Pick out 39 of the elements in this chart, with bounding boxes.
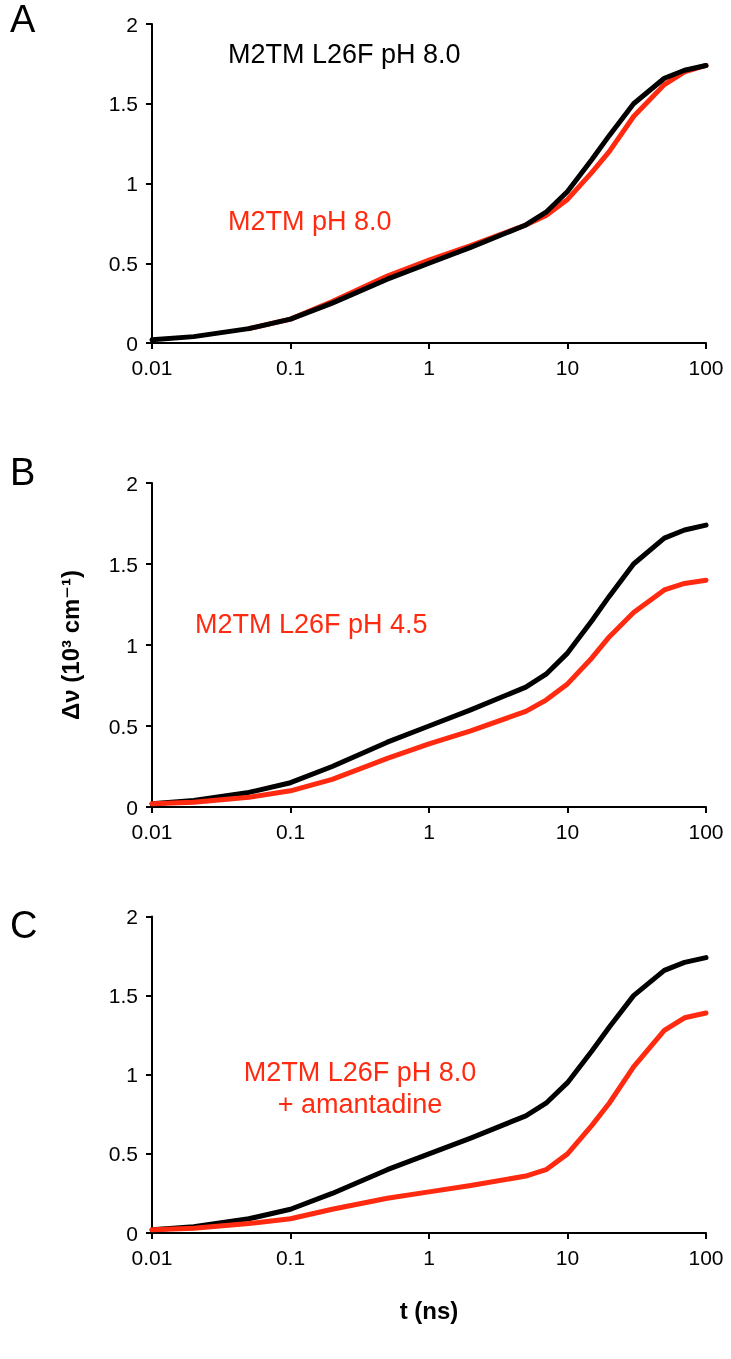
y-tick-label: 1.5 (108, 92, 138, 116)
y-tick-label: 0.5 (108, 251, 138, 275)
y-tick-label: 0 (126, 795, 138, 819)
x-tick-label: 10 (555, 356, 580, 379)
y-axis-title: Δν (10³ cm⁻¹) (56, 570, 84, 720)
text: M2TM L26F pH 8.0 + amantadine (243, 1057, 477, 1119)
chart-title: A (10, 0, 36, 40)
x-tick-label: 0.01 (131, 820, 173, 843)
x-tick-label: 100 (688, 820, 724, 843)
x-tick-label: 10 (555, 1246, 580, 1269)
y-tick-label: 1.5 (108, 984, 138, 1008)
x-tick-label: 0.01 (131, 356, 173, 379)
y-tick-label: 2 (126, 471, 138, 495)
text: M2TM L26F pH 8.0 (228, 39, 461, 69)
y-tick-label: 1 (126, 1063, 138, 1087)
x-tick-label: 0.1 (275, 356, 306, 379)
x-tick-label: 1 (423, 820, 435, 843)
y-tick-label: 1.5 (108, 552, 138, 576)
x-axis-title: t (ns) (399, 1296, 459, 1324)
x-tick-label: 0.1 (275, 1246, 306, 1269)
series-label: M2TM pH 8.0 (228, 206, 392, 236)
y-tick-label: 0 (126, 331, 138, 355)
text: M2TM L26F pH 4.5 (195, 609, 428, 639)
x-tick-label: 10 (555, 820, 580, 843)
y-tick-label: 0.5 (108, 1142, 138, 1166)
y-tick-label: 2 (126, 12, 138, 36)
y-tick-label: 0 (126, 1221, 138, 1245)
y-tick-label: 2 (126, 905, 138, 928)
y-tick-label: 1 (126, 172, 138, 195)
x-tick-label: 1 (423, 356, 435, 379)
y-tick-label: 1 (126, 633, 138, 657)
x-tick-label: 0.1 (275, 820, 306, 843)
x-tick-label: 1 (423, 1246, 435, 1269)
x-tick-label: 100 (688, 356, 724, 379)
x-tick-label: 0.01 (131, 1246, 173, 1269)
y-tick-label: 0.5 (108, 714, 138, 738)
chart-title: B (10, 451, 36, 493)
x-tick-label: 100 (688, 1246, 724, 1269)
chart-title: C (10, 904, 38, 946)
